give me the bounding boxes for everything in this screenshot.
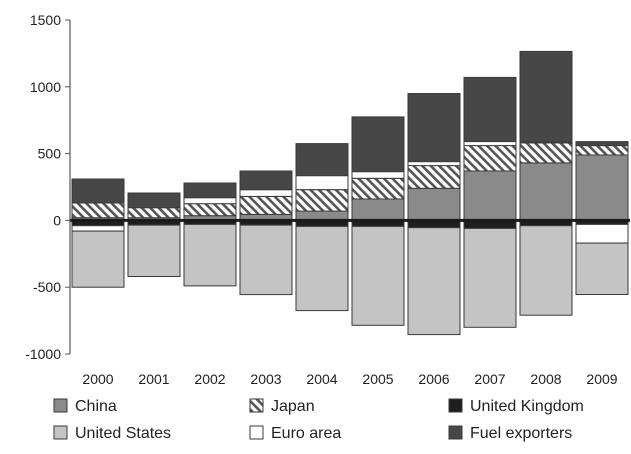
bar-euro-area-2000: Euro area 2000: -40 (71, 225, 125, 232)
bar-united-states-2000: United States 2000: -420 (71, 230, 125, 288)
legend-item-japan: Japan (249, 398, 315, 415)
x-tick-label: 2007 (474, 371, 505, 387)
bar-china-2007: China 2007: 370 (463, 170, 517, 221)
bar-united-states-2007: United States 2007: -740 (463, 227, 517, 328)
legend-label: United Kingdom (470, 398, 584, 415)
x-tick-label: 2003 (250, 371, 281, 387)
legend-item-china: China (53, 398, 117, 415)
bar-fuel-exporters-2004: Fuel exporters 2004: 240 (295, 143, 349, 177)
bar-fuel-exporters-2008: Fuel exporters 2008: 680 (519, 50, 573, 143)
y-tick-label: 0 (53, 212, 61, 228)
bar-fuel-exporters-2003: Fuel exporters 2003: 140 (239, 170, 293, 191)
x-tick-label: 2001 (138, 371, 169, 387)
bar-japan-2009: Japan 2009: 70 (575, 145, 629, 156)
y-tick-label: 1000 (30, 79, 61, 95)
bar-fuel-exporters-2007: Fuel exporters 2007: 480 (463, 76, 517, 142)
bar-euro-area-2002: Euro area 2002: 45 (183, 197, 237, 205)
bar-euro-area-2007: Euro area 2007: 30 (463, 141, 517, 147)
bar-fuel-exporters-2005: Fuel exporters 2005: 410 (351, 116, 405, 173)
bar-fuel-exporters-2001: Fuel exporters 2001: 110 (127, 192, 181, 209)
x-tick-label: 2008 (530, 371, 561, 387)
legend-label: Euro area (271, 425, 341, 442)
bar-china-2005: China 2005: 160 (351, 198, 405, 221)
bar-fuel-exporters-2000: Fuel exporters 2000: 180 (71, 178, 125, 204)
axis-layer: 2000 2001 2002 2003 2004 2005 2006 2007 2008 2009… (25, 12, 630, 387)
bar-japan-2006: Japan 2006: 170 (407, 165, 461, 189)
bar-united-states-2004: United States 2004: -630 (295, 225, 349, 312)
legend-label: United States (75, 425, 171, 442)
bar-euro-area-2003: Euro area 2003: 50 (239, 189, 293, 197)
bar-united-states-2002: United States 2002: -460 (183, 223, 237, 287)
bar-japan-2001: Japan 2001: 75 (127, 207, 181, 219)
legend-swatch (249, 425, 264, 440)
legend-item-united-states: United States (53, 425, 171, 442)
legend-item-euro-area: Euro area (249, 425, 341, 442)
x-tick-label: 2005 (362, 371, 393, 387)
x-tick-label: 2002 (194, 371, 225, 387)
bar-euro-area-2005: Euro area 2005: 50 (351, 171, 405, 179)
bar-united-states-2008: United States 2008: -670 (519, 225, 573, 316)
bar-euro-area-2006: Euro area 2006: 30 (407, 161, 461, 167)
bar-united-states-2003: United States 2003: -520 (239, 224, 293, 296)
x-tick-label: 2000 (82, 371, 113, 387)
bar-united-states-2001: United States 2001: -385 (127, 224, 181, 278)
bar-japan-2003: Japan 2003: 135 (239, 195, 293, 215)
x-tick-label: 2006 (418, 371, 449, 387)
x-tick-label: 2009 (586, 371, 617, 387)
legend-item-fuel-exporters: Fuel exporters (448, 425, 572, 442)
bar-china-2008: China 2008: 430 (519, 162, 573, 221)
x-tick-label: 2004 (306, 371, 337, 387)
legend-item-united-kingdom: United Kingdom (448, 398, 584, 415)
legend-swatch (53, 425, 68, 440)
bar-euro-area-2004: Euro area 2004: 105 (295, 175, 349, 191)
legend-label: Japan (271, 398, 315, 415)
bar-china-2009: China 2009: 490 (575, 154, 629, 221)
bar-fuel-exporters-2002: Fuel exporters 2002: 110 (183, 182, 237, 199)
bar-japan-2008: Japan 2008: 150 (519, 142, 573, 164)
bars-layer: United Kingdom 2000: -40China 2000: 20Ja… (71, 50, 629, 336)
bar-fuel-exporters-2009: Fuel exporters 2009: 30 (575, 141, 629, 147)
bar-fuel-exporters-2006: Fuel exporters 2006: 510 (407, 93, 461, 163)
y-tick-label: -500 (33, 279, 61, 295)
bar-china-2006: China 2006: 240 (407, 187, 461, 221)
bar-japan-2000: Japan 2000: 110 (71, 202, 125, 219)
y-tick-label: -1000 (25, 346, 61, 362)
legend-swatch (53, 398, 68, 413)
bar-japan-2002: Japan 2002: 90 (183, 203, 237, 217)
legend-swatch (249, 398, 264, 413)
bar-japan-2005: Japan 2005: 155 (351, 177, 405, 200)
bar-united-states-2006: United States 2006: -800 (407, 227, 461, 336)
bar-japan-2004: Japan 2004: 160 (295, 189, 349, 212)
legend-label: China (75, 398, 117, 415)
y-tick-label: 500 (38, 146, 62, 162)
bar-united-states-2009: United States 2009: -385 (575, 242, 629, 296)
bar-euro-area-2009: Euro area 2009: -140 (575, 223, 629, 244)
legend-label: Fuel exporters (470, 425, 572, 442)
y-tick-label: 1500 (30, 12, 61, 28)
legend-swatch (448, 425, 463, 440)
legend-swatch (448, 398, 463, 413)
bar-united-states-2005: United States 2005: -740 (351, 225, 405, 326)
bar-japan-2007: Japan 2007: 190 (463, 145, 517, 172)
legend: China Japan United Kingdom United States Eur… (53, 398, 584, 442)
